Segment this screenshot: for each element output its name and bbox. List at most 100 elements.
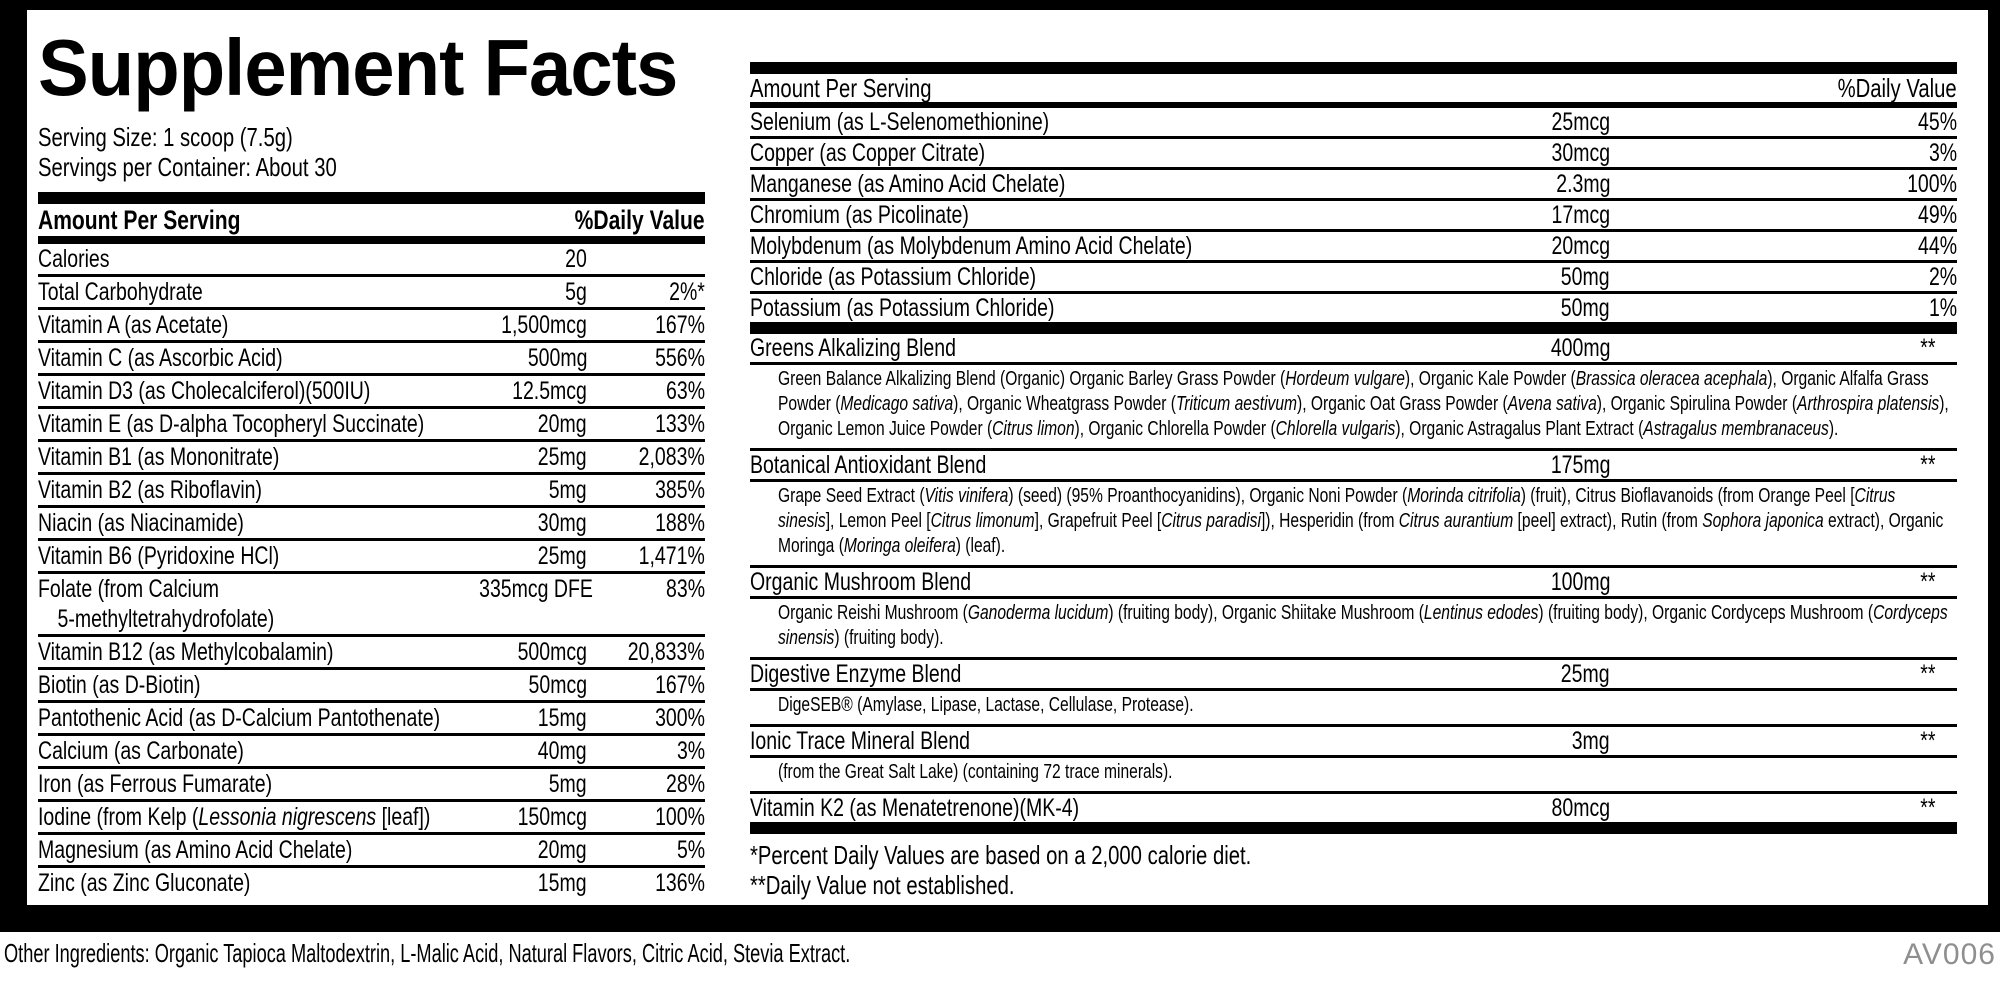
- nutrient-daily-value: 83%: [665, 575, 705, 603]
- blend-name: Greens Alkalizing Blend: [750, 334, 956, 362]
- footnote-percent-dv: *Percent Daily Values are based on a 2,0…: [750, 840, 1252, 870]
- blend-daily-value: **: [1919, 334, 1935, 362]
- nutrient-daily-value: [587, 244, 705, 274]
- nutrient-name: Biotin (as D-Biotin): [38, 671, 201, 699]
- blend-block: Greens Alkalizing Blend 400mg ** Green B…: [750, 334, 1957, 451]
- servings-per-container: Servings per Container: About 30: [38, 152, 337, 182]
- nutrient-amount: 20mg: [538, 410, 587, 438]
- nutrient-name: Vitamin B2 (as Riboflavin): [38, 476, 262, 504]
- nutrient-amount: 12.5mcg: [512, 377, 587, 405]
- nutrient-name: Folate (from Calcium 5-methyltetrahydrofo…: [38, 575, 275, 633]
- divider-thick: [750, 822, 1957, 834]
- nutrient-name: Chloride (as Potassium Chloride): [750, 263, 1037, 291]
- header-amount-per-serving: Amount Per Serving: [38, 204, 241, 235]
- serving-size: Serving Size: 1 scoop (7.5g): [38, 122, 293, 152]
- nutrient-name: Copper (as Copper Citrate): [750, 139, 986, 167]
- footnotes: *Percent Daily Values are based on a 2,0…: [750, 840, 1957, 900]
- blend-name: Botanical Antioxidant Blend: [750, 451, 987, 479]
- nutrient-name: Iodine (from Kelp (Lessonia nigrescens […: [38, 803, 431, 831]
- blend-title-row: Organic Mushroom Blend 100mg **: [750, 568, 1957, 599]
- nutrient-amount: 80mcg: [1551, 794, 1610, 822]
- nutrient-amount: 20: [565, 245, 587, 273]
- table-row: Total Carbohydrate 5g 2%*: [38, 277, 705, 310]
- table-row: Vitamin C (as Ascorbic Acid) 500mg 556%: [38, 343, 705, 376]
- nutrient-amount: 2.3mg: [1555, 170, 1610, 198]
- blend-title-row: Botanical Antioxidant Blend 175mg **: [750, 451, 1957, 482]
- blend-block: Organic Mushroom Blend 100mg ** Organic …: [750, 568, 1957, 660]
- blend-block: Digestive Enzyme Blend 25mg ** DigeSEB® …: [750, 660, 1957, 727]
- nutrient-amount: 50mcg: [528, 671, 587, 699]
- blend-amount: 3mg: [1572, 727, 1610, 755]
- other-ingredients: Other Ingredients: Organic Tapioca Malto…: [4, 938, 851, 968]
- blend-name: Ionic Trace Mineral Blend: [750, 727, 971, 755]
- blend-block: Botanical Antioxidant Blend 175mg ** Gra…: [750, 451, 1957, 568]
- nutrient-daily-value: 2%*: [669, 278, 705, 306]
- table-row: Potassium (as Potassium Chloride) 50mg 1…: [750, 294, 1957, 322]
- nutrient-daily-value: 28%: [665, 770, 705, 798]
- nutrient-daily-value: 167%: [655, 671, 705, 699]
- nutrient-amount: 500mg: [527, 344, 587, 372]
- nutrient-daily-value: 44%: [1917, 232, 1957, 260]
- frame-top-border: [0, 0, 2000, 10]
- nutrient-daily-value: 3%: [1928, 139, 1957, 167]
- nutrient-amount: 150mcg: [517, 803, 587, 831]
- blend-daily-value: **: [1919, 568, 1935, 596]
- nutrient-amount: 335mcg DFE: [479, 575, 593, 603]
- table-row: Vitamin D3 (as Cholecalciferol)(500IU) 1…: [38, 376, 705, 409]
- blend-title-row: Greens Alkalizing Blend 400mg **: [750, 334, 1957, 365]
- frame-right-border: [1988, 0, 2000, 915]
- nutrient-daily-value: **: [1919, 794, 1935, 822]
- divider-thick: [750, 322, 1957, 334]
- table-row: Calories 20: [38, 244, 705, 277]
- divider-medium: [38, 236, 705, 244]
- nutrient-name: Vitamin B12 (as Methylcobalamin): [38, 638, 334, 666]
- nutrient-daily-value: 1%: [1928, 294, 1957, 322]
- nutrient-daily-value: 100%: [1907, 170, 1957, 198]
- blend-amount: 175mg: [1550, 451, 1610, 479]
- nutrient-amount: 30mg: [538, 509, 587, 537]
- nutrient-amount: 5mg: [549, 770, 587, 798]
- nutrient-name: Molybdenum (as Molybdenum Amino Acid Che…: [750, 232, 1193, 260]
- page-title: Supplement Facts: [38, 23, 678, 112]
- footer: Other Ingredients: Organic Tapioca Malto…: [4, 938, 1996, 972]
- nutrient-name: Vitamin A (as Acetate): [38, 311, 229, 339]
- nutrient-amount: 50mg: [1561, 294, 1610, 322]
- nutrient-daily-value: 1,471%: [638, 542, 705, 570]
- nutrient-daily-value: 133%: [655, 410, 705, 438]
- blend-amount: 100mg: [1550, 568, 1610, 596]
- nutrient-name: Zinc (as Zinc Gluconate): [38, 869, 251, 897]
- table-row: Manganese (as Amino Acid Chelate) 2.3mg …: [750, 170, 1957, 201]
- nutrient-daily-value: 5%: [676, 836, 705, 864]
- vitamin-k2-row: Vitamin K2 (as Menatetrenone)(MK-4) 80mc…: [750, 794, 1957, 822]
- nutrient-name: Manganese (as Amino Acid Chelate): [750, 170, 1066, 198]
- nutrient-name: Calcium (as Carbonate): [38, 737, 244, 765]
- table-row: Chromium (as Picolinate) 17mcg 49%: [750, 201, 1957, 232]
- nutrient-daily-value: 100%: [655, 803, 705, 831]
- table-row: Biotin (as D-Biotin) 50mcg 167%: [38, 670, 705, 703]
- nutrient-amount: 30mcg: [1551, 139, 1610, 167]
- table-row: Folate (from Calcium 5-methyltetrahydrofo…: [38, 574, 705, 637]
- table-row: Vitamin B6 (Pyridoxine HCl) 25mg 1,471%: [38, 541, 705, 574]
- table-row: Iodine (from Kelp (Lessonia nigrescens […: [38, 802, 705, 835]
- bottom-thick-bar: [0, 905, 2000, 932]
- nutrient-amount: 5mg: [549, 476, 587, 504]
- blend-name: Organic Mushroom Blend: [750, 568, 972, 596]
- divider-header: [750, 102, 1957, 108]
- nutrient-name: Magnesium (as Amino Acid Chelate): [38, 836, 353, 864]
- nutrient-amount: 25mg: [538, 443, 587, 471]
- left-nutrient-table: Calories 20 Total Carbohydrate 5g 2%* Vi…: [38, 244, 705, 898]
- blend-title-row: Digestive Enzyme Blend 25mg **: [750, 660, 1957, 691]
- table-row: Calcium (as Carbonate) 40mg 3%: [38, 736, 705, 769]
- header-daily-value: %Daily Value: [575, 204, 705, 235]
- nutrient-daily-value: 3%: [676, 737, 705, 765]
- nutrient-amount: 1,500mcg: [501, 311, 587, 339]
- nutrient-name: Iron (as Ferrous Fumarate): [38, 770, 273, 798]
- blend-section: Greens Alkalizing Blend 400mg ** Green B…: [750, 334, 1957, 794]
- nutrient-name: Total Carbohydrate: [38, 278, 203, 306]
- nutrient-amount: 15mg: [538, 704, 587, 732]
- table-row: Pantothenic Acid (as D-Calcium Pantothen…: [38, 703, 705, 736]
- nutrient-daily-value: 136%: [655, 869, 705, 897]
- header-daily-value: %Daily Value: [1837, 72, 1957, 103]
- nutrient-name: Pantothenic Acid (as D-Calcium Pantothen…: [38, 704, 441, 732]
- table-row: Vitamin B1 (as Mononitrate) 25mg 2,083%: [38, 442, 705, 475]
